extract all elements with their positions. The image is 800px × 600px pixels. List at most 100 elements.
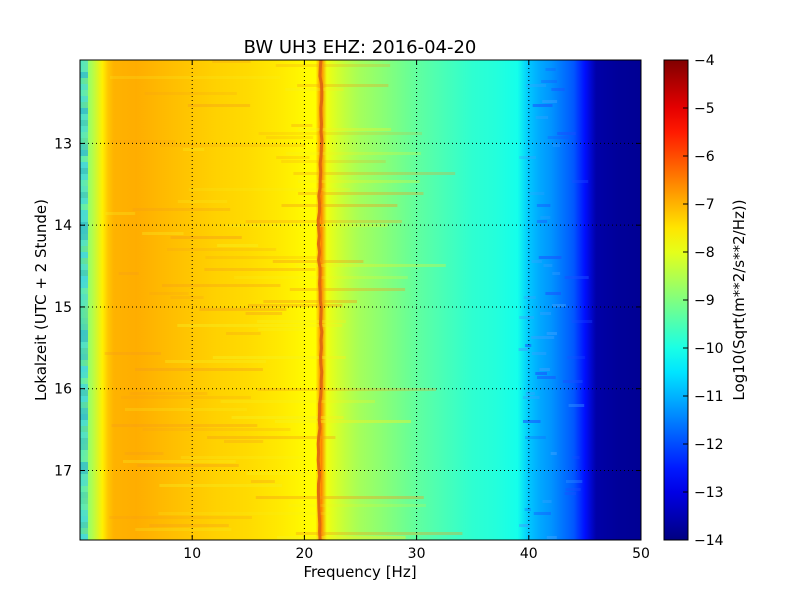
- texture-streak: [231, 416, 344, 419]
- x-tick-label: 20: [295, 546, 313, 562]
- texture-streak: [135, 368, 263, 371]
- texture-streak: [80, 318, 88, 324]
- texture-streak: [266, 136, 314, 139]
- texture-streak: [551, 88, 565, 91]
- texture-streak: [245, 312, 283, 315]
- texture-streak: [80, 210, 88, 216]
- texture-streak: [111, 424, 258, 427]
- texture-streak: [540, 216, 551, 219]
- texture-streak: [528, 192, 545, 195]
- y-tick-label: 14: [54, 218, 72, 234]
- texture-streak: [80, 474, 88, 480]
- texture-streak: [80, 486, 88, 492]
- texture-streak: [80, 432, 88, 438]
- texture-streak: [80, 300, 88, 306]
- texture-streak: [80, 144, 88, 150]
- texture-streak: [281, 160, 386, 163]
- texture-streak: [80, 252, 88, 258]
- texture-streak: [531, 260, 542, 263]
- texture-streak: [80, 240, 88, 246]
- texture-streak: [80, 228, 88, 234]
- texture-streak: [80, 216, 88, 222]
- x-tick-label: 30: [408, 546, 426, 562]
- texture-streak: [80, 384, 88, 390]
- texture-streak: [144, 92, 237, 95]
- texture-streak: [80, 282, 88, 288]
- texture-streak: [80, 108, 88, 114]
- texture-streak: [523, 296, 536, 299]
- texture-streak: [288, 504, 426, 507]
- x-tick-label: 10: [183, 546, 201, 562]
- texture-streak: [80, 198, 88, 204]
- texture-streak: [80, 174, 88, 180]
- texture-streak: [550, 452, 557, 455]
- texture-streak: [170, 296, 204, 299]
- texture-streak: [80, 66, 88, 72]
- texture-streak: [170, 236, 242, 239]
- texture-streak: [546, 332, 557, 335]
- texture-streak: [80, 378, 88, 384]
- spectrogram-base: [80, 60, 641, 540]
- spectral-peak-line: [316, 60, 324, 540]
- texture-streak: [182, 148, 205, 151]
- texture-streak: [291, 124, 313, 127]
- texture-streak: [281, 204, 398, 207]
- texture-streak: [80, 534, 88, 540]
- texture-streak: [80, 522, 88, 528]
- texture-streak: [255, 496, 424, 499]
- y-axis-ticks: 13 14 15 16 17: [54, 136, 641, 479]
- colorbar-tick-label: −11: [694, 389, 724, 405]
- texture-streak: [276, 156, 310, 159]
- texture-streak: [225, 224, 388, 227]
- texture-streak: [567, 356, 586, 359]
- texture-streak: [525, 344, 532, 347]
- texture-streak: [546, 536, 557, 539]
- colorbar-tick-label: −9: [694, 293, 715, 309]
- texture-streak: [285, 88, 344, 91]
- texture-streak: [135, 528, 232, 531]
- texture-streak: [80, 528, 88, 534]
- texture-streak: [212, 356, 346, 359]
- texture-streak: [80, 150, 88, 156]
- texture-streak: [80, 114, 88, 120]
- texture-streak: [533, 512, 551, 515]
- texture-streak: [545, 292, 561, 295]
- texture-streak: [257, 320, 346, 323]
- y-tick-label: 15: [54, 300, 72, 316]
- texture-streak: [545, 68, 556, 71]
- texture-streak: [80, 408, 88, 414]
- texture-streak: [217, 244, 259, 247]
- texture-streak: [518, 348, 528, 351]
- texture-streak: [80, 168, 88, 174]
- texture-streak: [80, 330, 88, 336]
- texture-streak: [289, 288, 406, 291]
- texture-streak: [80, 342, 88, 348]
- texture-streak: [298, 180, 420, 183]
- x-axis-ticks: 10 20 30 40 50: [183, 60, 650, 562]
- texture-streak: [293, 172, 456, 175]
- texture-streak: [80, 480, 88, 486]
- texture-streak: [158, 512, 331, 515]
- texture-streak: [80, 264, 88, 270]
- texture-streak: [220, 400, 375, 403]
- texture-streak: [80, 372, 88, 378]
- texture-streak: [552, 272, 561, 275]
- texture-streak: [295, 264, 446, 267]
- texture-streak: [543, 264, 553, 267]
- texture-streak: [80, 426, 88, 432]
- colorbar-tick-label: −7: [694, 197, 715, 213]
- texture-streak: [250, 480, 275, 483]
- texture-streak: [80, 162, 88, 168]
- texture-streak: [224, 440, 264, 443]
- colorbar-tick-label: −4: [694, 53, 715, 69]
- x-tick-label: 40: [520, 546, 538, 562]
- texture-streak: [563, 380, 583, 383]
- texture-streak: [104, 352, 161, 355]
- texture-streak: [80, 396, 88, 402]
- texture-streak: [137, 464, 239, 467]
- texture-streak: [80, 102, 88, 108]
- texture-streak: [274, 420, 411, 423]
- texture-streak: [542, 100, 558, 103]
- texture-streak: [80, 468, 88, 474]
- texture-streak: [535, 372, 547, 375]
